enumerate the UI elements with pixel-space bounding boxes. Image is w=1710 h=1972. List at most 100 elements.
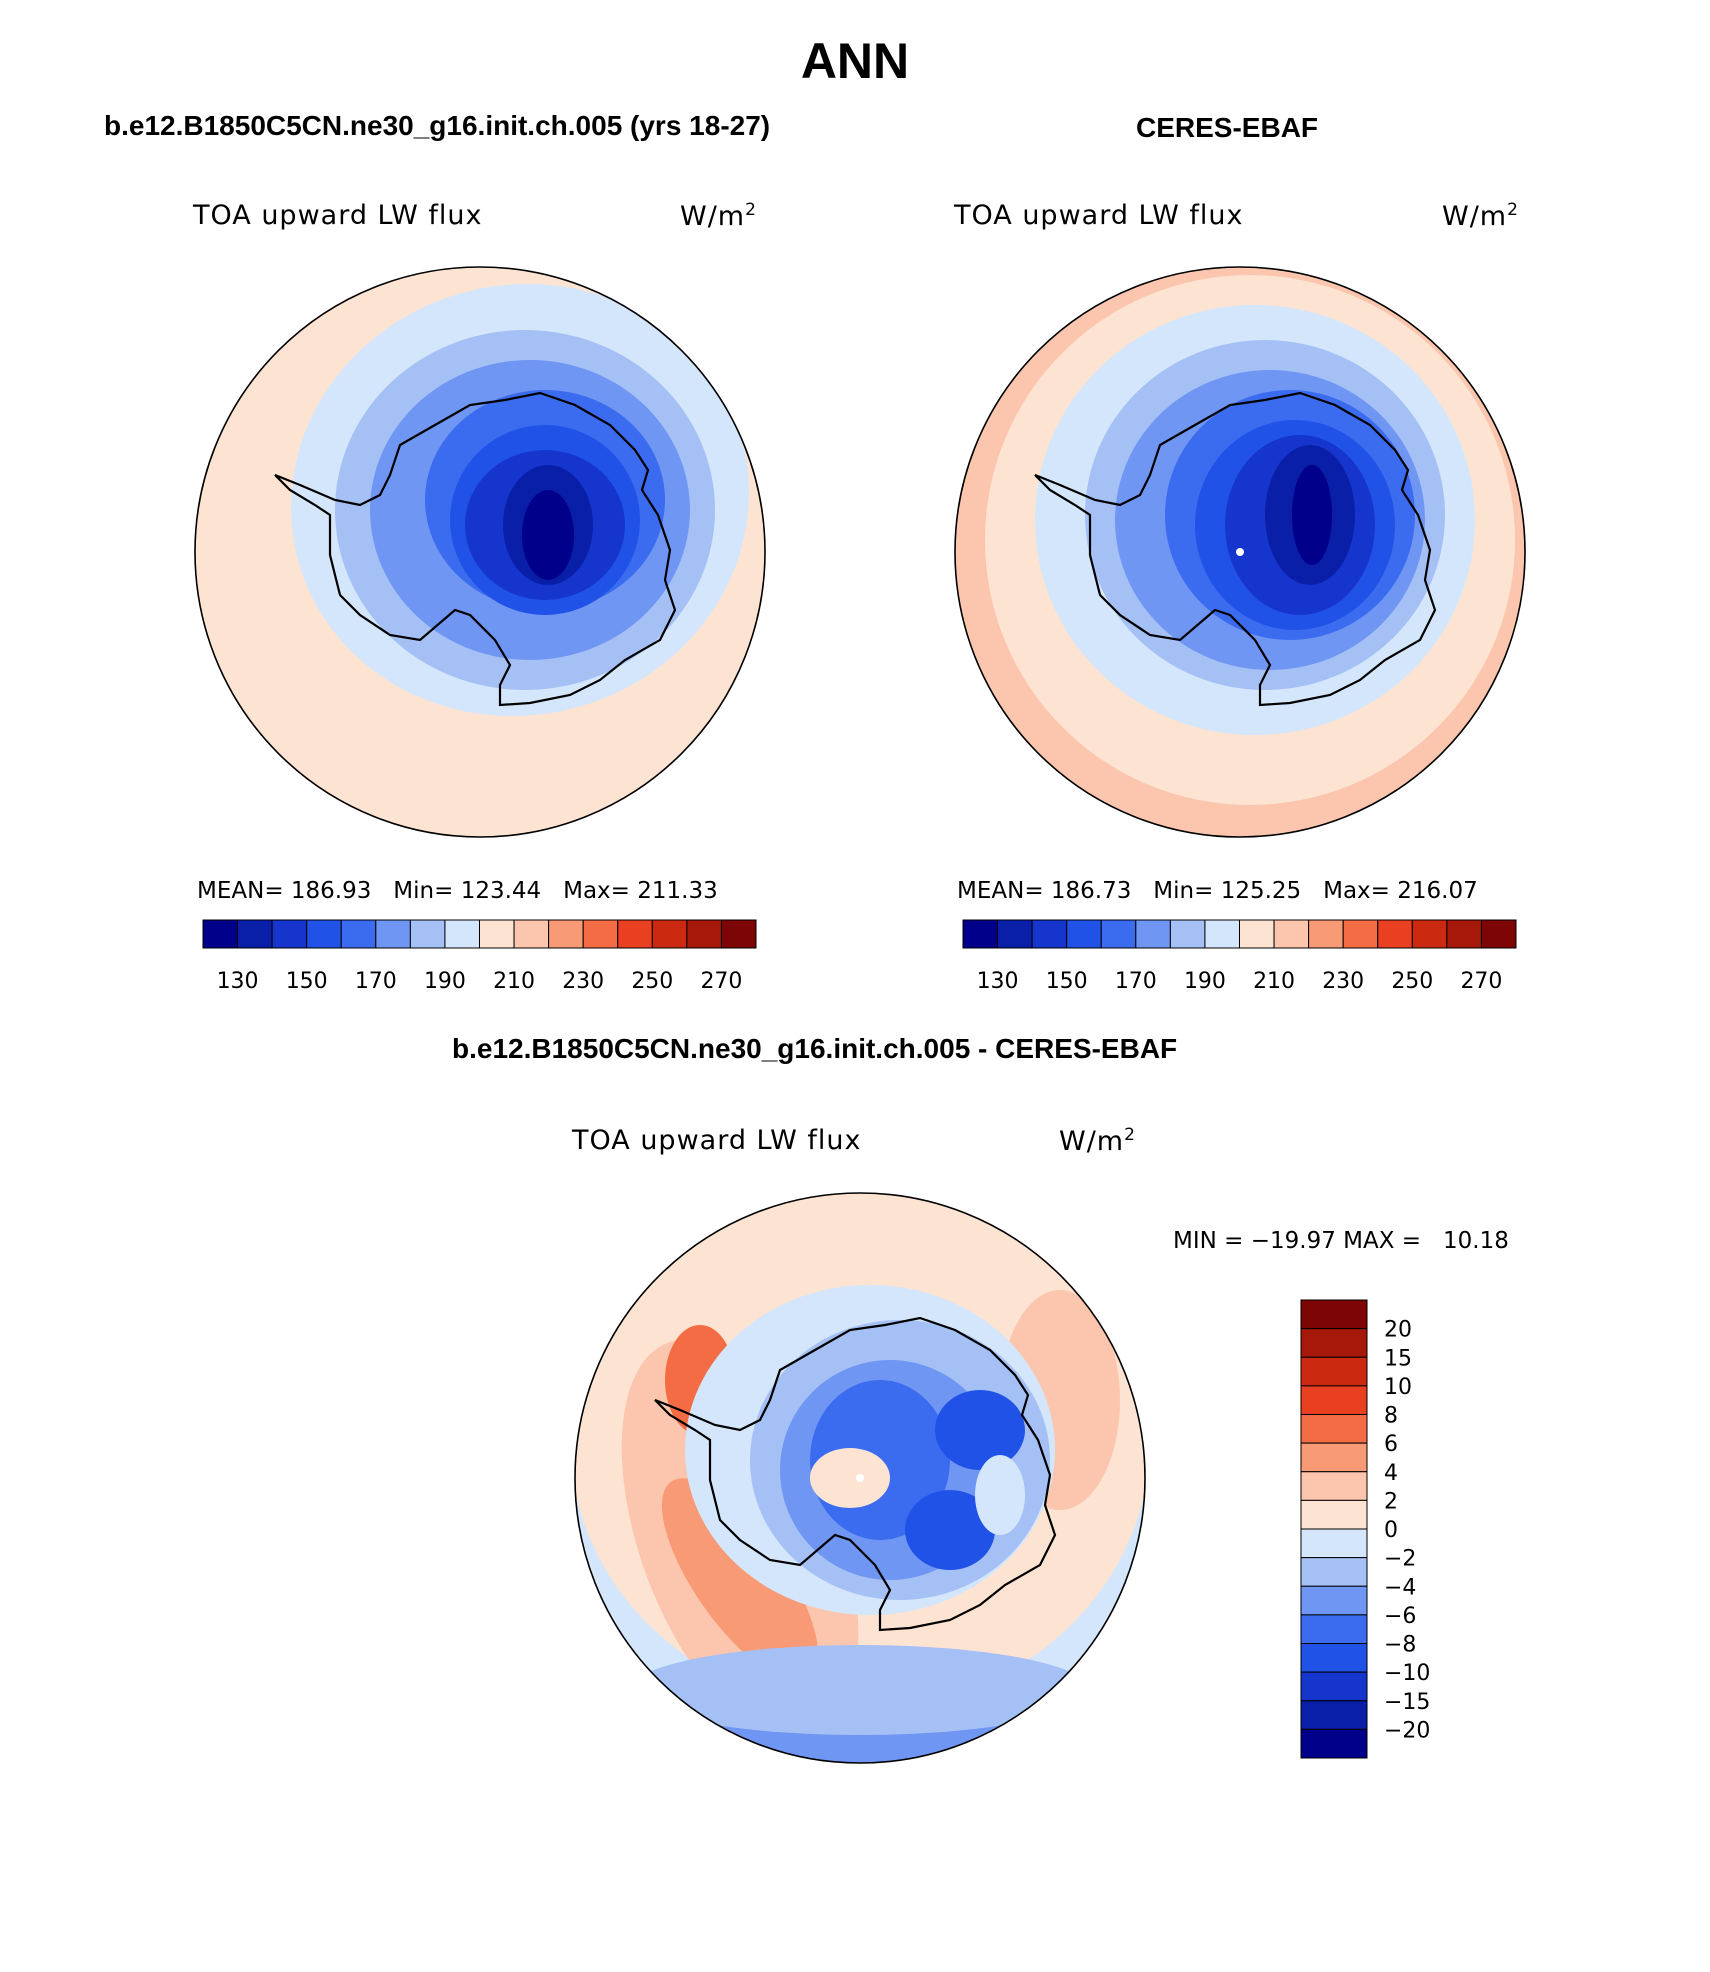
panel1-colorbar-tick-label: 150: [286, 969, 328, 994]
panel1-colorbar-box: [582, 919, 619, 949]
panel2-colorbar-box: [1066, 919, 1102, 949]
panel1-colorbar-tick-label: 270: [700, 969, 742, 994]
diff-colorbar-box: [1300, 1614, 1368, 1644]
panel1-colorbar-box: [202, 919, 239, 949]
diff-colorbar-box: [1300, 1471, 1368, 1501]
panel1-colorbar-box: [651, 919, 688, 949]
diff-colorbar-box: [1300, 1643, 1368, 1673]
diff-colorbar-box: [1300, 1528, 1368, 1559]
panel1-map: [195, 267, 765, 837]
diff-colorbar-tick-label: −15: [1384, 1690, 1430, 1715]
panel1-colorbar-box: [375, 919, 411, 949]
diff-title: b.e12.B1850C5CN.ne30_g16.init.ch.005 - C…: [452, 1033, 1178, 1064]
panel2-colorbar-box: [1100, 919, 1137, 949]
panel2-colorbar-tick-label: 170: [1115, 969, 1157, 994]
diff-colorbar-box: [1300, 1385, 1368, 1415]
diff-colorbar-tick-label: −6: [1384, 1604, 1416, 1629]
panel2-dark-core: [1292, 465, 1332, 565]
panel2-case-title: CERES-EBAF: [1136, 112, 1319, 143]
diff-variable-label: TOA upward LW flux: [572, 1125, 862, 1156]
panel2-colorbar-box: [962, 919, 999, 949]
panel2-colorbar-box: [1480, 919, 1517, 949]
panel2-colorbar-tick-label: 190: [1184, 969, 1226, 994]
panel1-variable-label: TOA upward LW flux: [193, 200, 483, 231]
diff-colorbar-box: [1300, 1499, 1368, 1530]
diff-colorbar-box: [1300, 1328, 1368, 1358]
panel2-colorbar-box: [1169, 919, 1206, 949]
panel1-colorbar-tick-label: 130: [217, 969, 259, 994]
panel1-colorbar-box: [444, 919, 480, 949]
panel1-colorbar-box: [237, 919, 273, 949]
panel1-colorbar-tick-label: 230: [562, 969, 604, 994]
panel2-colorbar-tick-label: 250: [1391, 969, 1433, 994]
diff-colorbar-box: [1300, 1671, 1368, 1702]
diff-colorbar-box: [1300, 1414, 1368, 1444]
panel2-units: W/m2: [1442, 200, 1519, 232]
panel1-colorbar-box: [340, 919, 377, 949]
diff-colorbar-tick-label: −10: [1384, 1661, 1430, 1686]
panel2-stats: MEAN= 186.73 Min= 125.25 Max= 216.07: [957, 878, 1478, 904]
diff-colorbar-tick-label: 8: [1384, 1404, 1398, 1429]
diff-colorbar-tick-label: 6: [1384, 1432, 1398, 1457]
panel2-colorbar-box: [1135, 919, 1171, 949]
panel2-colorbar-tick-label: 150: [1046, 969, 1088, 994]
panel1-colorbar-tick-label: 250: [631, 969, 673, 994]
panel1-colorbar-tick-label: 170: [355, 969, 397, 994]
diff-units: W/m2: [1059, 1125, 1136, 1157]
panel2-colorbar-box: [1377, 919, 1413, 949]
panel2-map: [955, 267, 1525, 837]
diff-stats: MIN = −19.97 MAX = 10.18: [1173, 1228, 1509, 1254]
diff-colorbar-tick-label: −2: [1384, 1547, 1416, 1572]
panel2-map-border: [954, 266, 1526, 838]
panel2-colorbar-tick-label: 130: [977, 969, 1019, 994]
panel1-colorbar-box: [271, 919, 308, 949]
diff-colorbar-tick-label: 20: [1384, 1318, 1412, 1343]
panel1-colorbar: 130 150 170 190 210 230 250 270: [202, 919, 757, 994]
panel2-colorbar-box: [1239, 919, 1275, 949]
panel2-variable-label: TOA upward LW flux: [954, 200, 1244, 231]
panel2-colorbar-tick-label: 270: [1460, 969, 1502, 994]
panel2-colorbar-box: [1308, 919, 1344, 949]
panel1-colorbar-box: [617, 919, 653, 949]
panel2-colorbar-box: [997, 919, 1033, 949]
panel1-dark-core: [522, 490, 574, 580]
panel2-colorbar-box: [1446, 919, 1482, 949]
diff-colorbar-box: [1300, 1356, 1368, 1387]
panel1-colorbar-box: [548, 919, 584, 949]
panel1-case-title: b.e12.B1850C5CN.ne30_g16.init.ch.005 (yr…: [104, 110, 771, 141]
diff-colorbar-box: [1300, 1442, 1368, 1473]
panel2-colorbar-box: [1342, 919, 1379, 949]
diff-colorbar-box: [1300, 1557, 1368, 1587]
panel1-units: W/m2: [680, 200, 757, 232]
panel1-colorbar-box: [479, 919, 515, 949]
diff-colorbar-tick-label: −8: [1384, 1633, 1416, 1658]
diff-colorbar-box: [1300, 1585, 1368, 1616]
panel1-colorbar-box: [306, 919, 342, 949]
diff-colorbar-tick-label: 4: [1384, 1461, 1398, 1486]
diff-colorbar-tick-label: 0: [1384, 1518, 1398, 1543]
panel1-colorbar-box: [513, 919, 550, 949]
panel1-map-border: [194, 266, 766, 838]
panel1-stats: MEAN= 186.93 Min= 123.44 Max= 211.33: [197, 878, 718, 904]
panel2-colorbar-box: [1204, 919, 1240, 949]
diff-colorbar-tick-label: −4: [1384, 1575, 1416, 1600]
panel2-colorbar-box: [1031, 919, 1068, 949]
panel1-colorbar-tick-label: 190: [424, 969, 466, 994]
panel1-colorbar-box: [686, 919, 722, 949]
diff-colorbar-box: [1300, 1700, 1368, 1730]
diff-colorbar-tick-label: 2: [1384, 1489, 1398, 1514]
panel1-colorbar-box: [720, 919, 757, 949]
panel2-colorbar-box: [1411, 919, 1448, 949]
figure-title: ANN: [800, 33, 910, 89]
panel1-colorbar-box: [409, 919, 446, 949]
diff-colorbar-box: [1300, 1728, 1368, 1759]
panel2-colorbar-box: [1273, 919, 1310, 949]
panel2-colorbar-tick-label: 210: [1253, 969, 1295, 994]
diff-colorbar-box: [1300, 1299, 1368, 1330]
panel1-colorbar-tick-label: 210: [493, 969, 535, 994]
diff-colorbar-tick-label: 15: [1384, 1346, 1412, 1371]
diff-colorbar-tick-label: −20: [1384, 1718, 1430, 1743]
diff-map-border: [574, 1192, 1146, 1764]
